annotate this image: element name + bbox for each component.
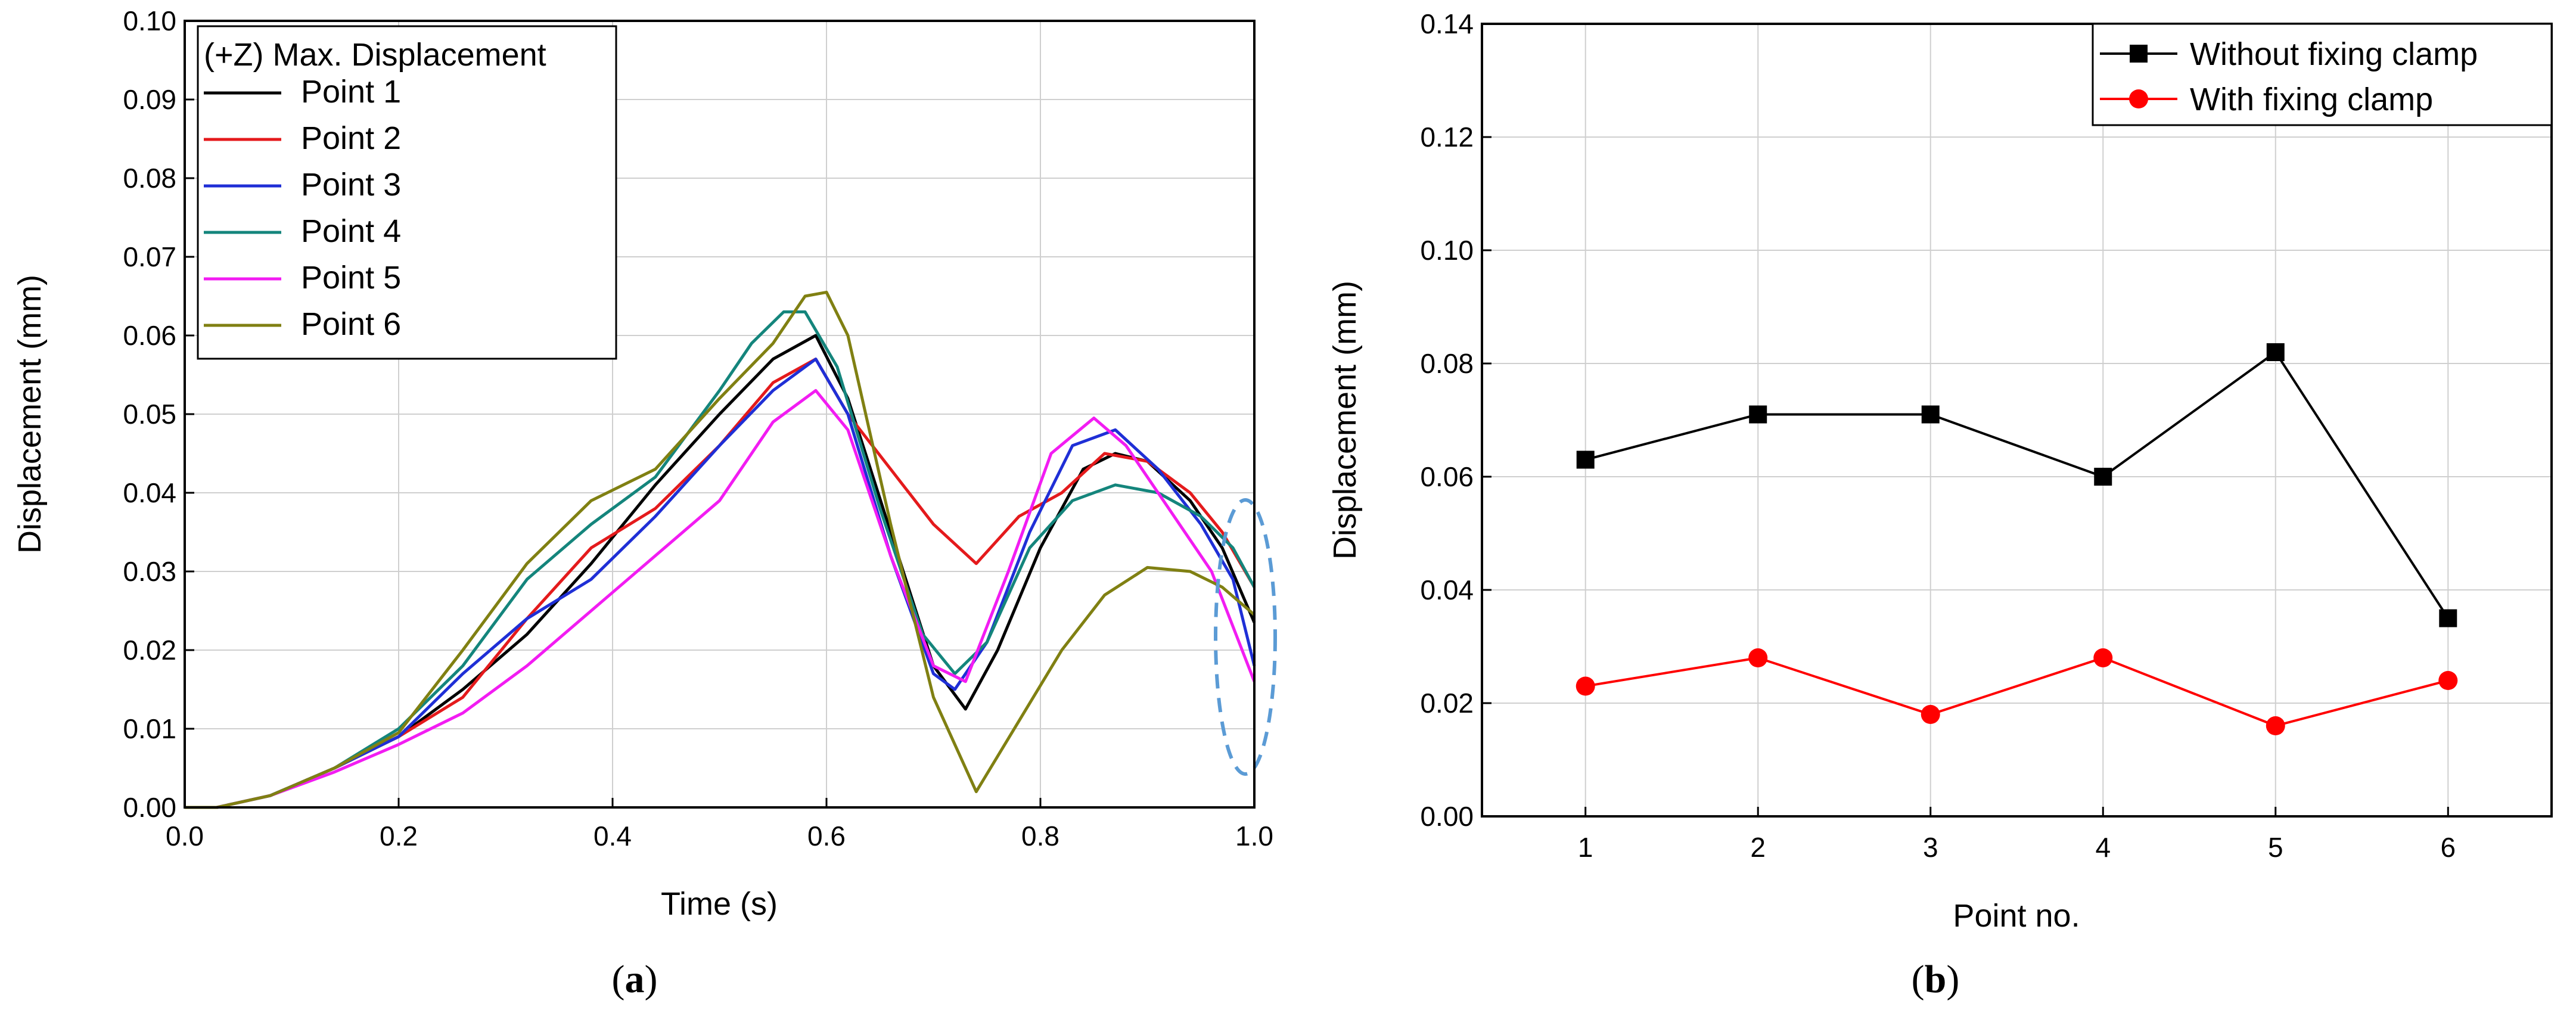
panel-b-series-line-1 [1585,350,2449,619]
panel-b-ticks: 0.00 0.02 0.04 0.06 0.08 0.10 0.12 0.14 1 2 3 4 5 6 [1420,8,2456,863]
panel-b-marker-circle [1921,705,1940,724]
panel-a-ytick-label: 0.01 [123,713,176,744]
panel-a-ytick-label: 0.09 [123,84,176,115]
panel-b-ytick-label: 0.14 [1420,8,1474,39]
panel-a-ytick-label: 0.03 [123,556,176,587]
panel-a-xtick-label: 0.0 [166,821,204,851]
panel-a-caption-letter: a [625,958,645,1001]
panel-b-legend-items: Without fixing clamp With fixing clamp [2100,36,2478,117]
panel-b-ytick-label: 0.02 [1420,688,1474,719]
panel-a-xtick-label: 0.4 [593,821,632,851]
panel-a-legend-box [197,25,617,360]
panel-b-marker-circle [1576,676,1595,696]
panel-a-ytick-label: 0.06 [123,320,176,351]
panel-a-legend-title: (+Z) Max. Displacement [204,37,546,73]
panel-b-xtick-label: 6 [2440,832,2456,863]
panel-a-xtick-label: 0.8 [1021,821,1059,851]
panel-a-ytick-label: 0.02 [123,635,176,666]
panel-a-ytick-label: 0.04 [123,477,176,508]
panel-b-xtick-label: 3 [1923,832,1938,863]
panel-b-marker-circle [2266,716,2285,735]
panel-b-xtick-label: 2 [1750,832,1766,863]
panel-a-caption: (a) [612,958,658,1001]
panel-b-series [1576,343,2458,735]
panel-b-ytick-label: 0.00 [1420,801,1474,832]
panel-a-xtick-label: 1.0 [1235,821,1273,851]
panel-a-legend-items: Point 1 Point 2 Point 3 Point 4 Point 5 Point… [204,74,401,342]
panel-b-marker-square [2266,343,2285,361]
panel-a-series [185,290,1256,809]
panel-a-series-line-point-6 [185,290,1256,809]
panel-b-plot-frame [1481,23,2553,818]
panel-b-legend-label: With fixing clamp [2190,82,2433,117]
panel-a-series-line-point-4 [185,310,1256,809]
panel-b-legend-marker-circle [2129,89,2148,108]
panel-a-legend-label: Point 2 [301,120,401,156]
panel-b-ytick-label: 0.04 [1420,574,1474,605]
panel-a-ytick-label: 0.07 [123,241,176,272]
panel-b-xtick-label: 1 [1578,832,1593,863]
panel-b-legend-label: Without fixing clamp [2190,36,2478,72]
panel-a-series-line-point-2 [185,358,1256,809]
panel-b-series-line-2 [1585,656,2448,728]
panel-b-marker-square [2439,609,2457,627]
panel-a-xtick-label: 0.2 [380,821,418,851]
panel-a-ytick-label: 0.10 [123,5,176,36]
panel-b-y-axis-label: Displacement (mm) [1327,281,1363,560]
panel-b-marker-square [2094,468,2112,486]
panel-b-grid [1482,23,2552,817]
panel-b-legend-marker-square [2130,45,2148,63]
panel-a-series-line-point-5 [185,389,1256,809]
panel-b-marker-square [1576,450,1595,469]
panel-a-legend-label: Point 4 [301,213,401,249]
panel-b-marker-circle [2438,671,2458,690]
panel-b-ytick-label: 0.10 [1420,235,1474,266]
panel-b-marker-square [1749,405,1767,424]
panel-a-legend-label: Point 6 [301,306,401,342]
panel-b-marker-square [1921,405,1940,424]
panel-b-legend: Without fixing clamp With fixing clamp [2092,23,2553,126]
panel-a-ytick-label: 0.05 [123,399,176,430]
panel-b-ytick-label: 0.06 [1420,461,1474,492]
panel-a-ticks: 0.00 0.01 0.02 0.03 0.04 0.05 0.06 0.07 0.08 0.09… [123,5,1273,851]
panel-b-xtick-label: 5 [2268,832,2283,863]
panel-b-x-axis-label: Point no. [1953,898,2080,934]
panel-b-marker-circle [1748,648,1768,667]
panel-b-legend-box [2092,23,2553,126]
panel-a-y-axis-label: Displacement (mm) [12,275,48,554]
panel-b-caption: (b) [1912,958,1960,1001]
panel-b-marker-circle [2093,648,2113,667]
panel-a-xtick-label: 0.6 [807,821,846,851]
panel-a-legend-label: Point 1 [301,74,401,110]
panel-a-legend-label: Point 3 [301,167,401,203]
panel-a-series-line-point-3 [185,358,1256,809]
panel-a-ytick-label: 0.00 [123,792,176,823]
panel-a-ytick-label: 0.08 [123,163,176,194]
panel-b-ytick-label: 0.08 [1420,348,1474,379]
panel-a-x-axis-label: Time (s) [661,886,778,922]
panel-b-ytick-label: 0.12 [1420,122,1474,153]
panel-a-chart: 0.00 0.01 0.02 0.03 0.04 0.05 0.06 0.07 0.08 0.09… [12,5,1277,1001]
panel-b-xtick-label: 4 [2095,832,2111,863]
panel-b-chart: 0.00 0.02 0.04 0.06 0.08 0.10 0.12 0.14 1 2 3 4 5 6 P… [1327,8,2553,1001]
panel-b-caption-letter: b [1925,958,1947,1001]
panel-a-legend-label: Point 5 [301,260,401,296]
panel-a-highlight-ellipse [1214,498,1277,776]
